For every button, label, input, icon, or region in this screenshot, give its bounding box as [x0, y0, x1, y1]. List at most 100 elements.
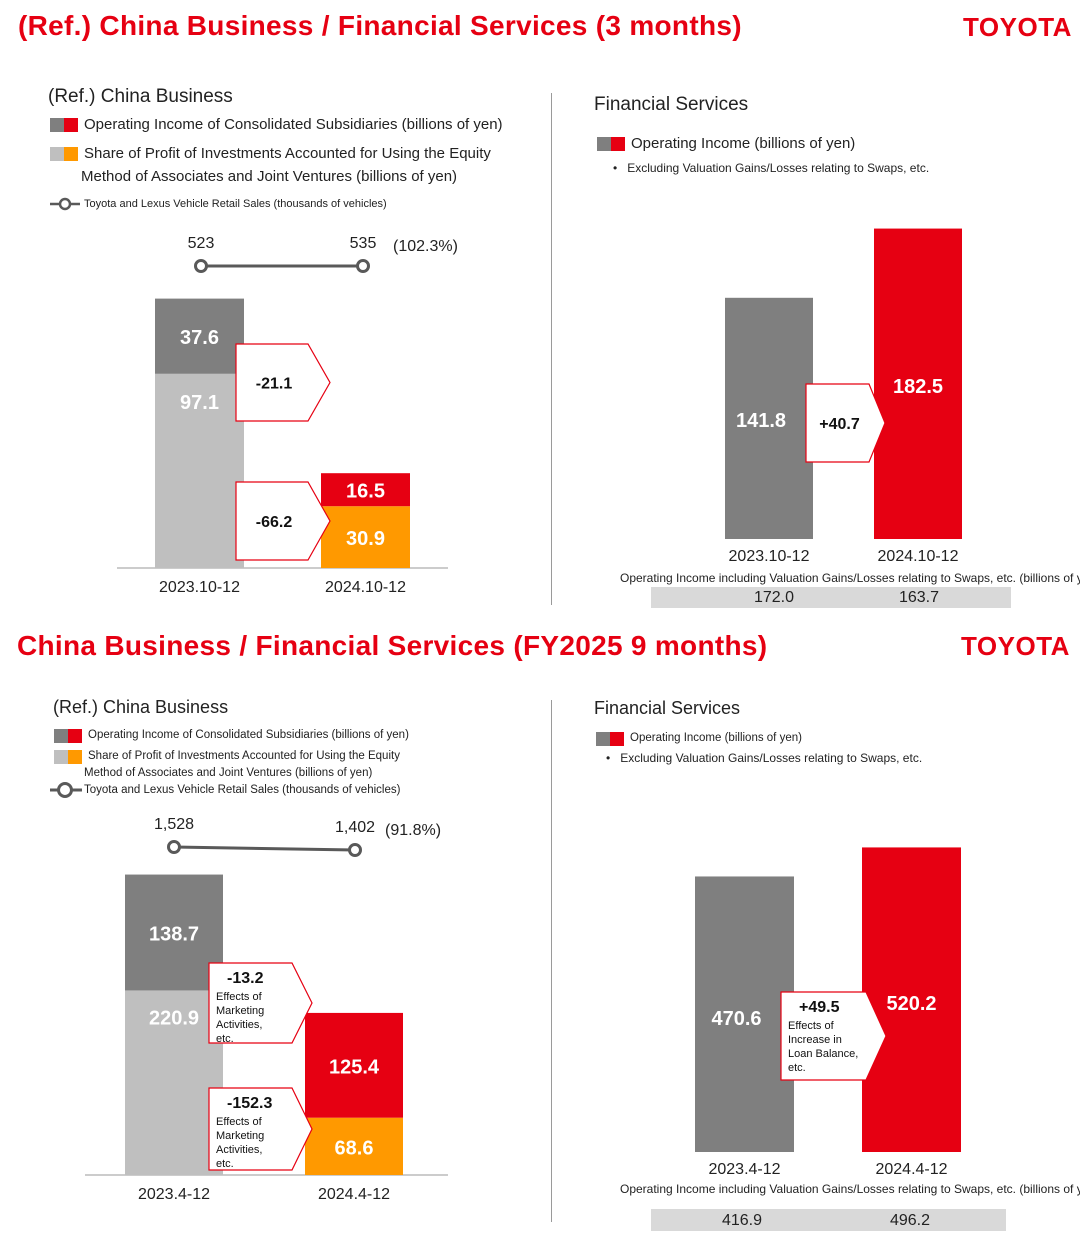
legend-label: Toyota and Lexus Vehicle Retail Sales (t…: [84, 784, 401, 796]
line-marker-icon: [50, 197, 80, 211]
bar-value-label: 470.6: [711, 1008, 761, 1030]
bar-operating-income: [725, 297, 813, 539]
bar-operating-income: [321, 473, 410, 507]
callout-arrow: [805, 383, 886, 463]
x-tick-label: 2023.4-12: [138, 1186, 210, 1203]
callout-arrow: [208, 962, 313, 1044]
retail-sales-point: [356, 259, 370, 273]
bar-equity-share: [305, 1117, 403, 1175]
callout-note: etc.: [216, 1158, 234, 1170]
bar-value-label: 182.5: [893, 376, 943, 398]
legend-label: Operating Income of Consolidated Subsidi…: [84, 116, 503, 133]
legend-label: Share of Profit of Investments Accounted…: [88, 750, 400, 762]
bar-operating-income: [695, 876, 794, 1152]
bar-value-label: 141.8: [736, 410, 786, 432]
legend-label: Operating Income of Consolidated Subsidi…: [88, 729, 409, 741]
legend-equity-share: Share of Profit of Investments Accounted…: [50, 145, 491, 162]
callout-arrow: [208, 1087, 313, 1171]
legend-retail-sales: Toyota and Lexus Vehicle Retail Sales (t…: [50, 781, 400, 799]
bar-value-label: 30.9: [346, 528, 385, 550]
callout-arrow: [235, 343, 331, 422]
swatch-gray-red: [596, 732, 624, 746]
callout-note: Effects of: [216, 991, 263, 1003]
retail-sales-line: [173, 845, 356, 852]
retail-sales-label: 1,402: [335, 819, 375, 836]
fs-table-cell: 172.0: [753, 589, 795, 606]
x-tick-label: 2023.4-12: [708, 1161, 780, 1178]
bar-value-label: 125.4: [329, 1056, 380, 1078]
bar-equity-share: [125, 990, 223, 1175]
line-marker-icon: [50, 782, 82, 798]
legend-fs-operating-income: Operating Income (billions of yen): [596, 732, 802, 746]
bar-value-label: 220.9: [149, 1008, 199, 1030]
bar-value-label: 138.7: [149, 923, 199, 945]
fs-table-cell: 496.2: [889, 1212, 931, 1229]
fs-table-cell: 416.9: [721, 1212, 763, 1229]
retail-sales-ratio: (102.3%): [393, 238, 458, 255]
swatch-gray-red: [54, 729, 82, 743]
retail-sales-point: [194, 259, 208, 273]
swatch-lightgray-orange: [54, 750, 82, 764]
fs-panel-title: Financial Services: [594, 698, 741, 718]
legend-label: Method of Associates and Joint Ventures …: [84, 767, 373, 779]
callout-note: Effects of: [788, 1020, 835, 1032]
legend-label: Operating Income (billions of yen): [630, 732, 802, 744]
retail-sales-label: 523: [188, 235, 215, 252]
legend-label: Operating Income (billions of yen): [631, 135, 856, 152]
bar-equity-share: [155, 373, 244, 568]
legend-operating-income: Operating Income of Consolidated Subsidi…: [50, 116, 503, 133]
bar-operating-income: [125, 874, 223, 991]
callout-note: Marketing: [216, 1130, 264, 1142]
callout-value: -13.2: [227, 970, 264, 987]
swatch-gray-red: [597, 137, 625, 151]
callout-arrow: [235, 481, 331, 561]
bar-equity-share: [321, 506, 410, 568]
x-tick-label: 2024.4-12: [875, 1161, 947, 1178]
legend-label: Toyota and Lexus Vehicle Retail Sales (t…: [84, 198, 387, 210]
china-panel-title: (Ref.) China Business: [48, 86, 233, 107]
retail-sales-point: [167, 840, 181, 854]
callout-value: +40.7: [819, 416, 860, 433]
toyota-logo: TOYOTA: [961, 631, 1070, 661]
slide-title-bottom: China Business / Financial Services (FY2…: [17, 630, 768, 661]
retail-sales-ratio: (91.8%): [385, 822, 441, 839]
callout-note: Effects of: [216, 1116, 263, 1128]
callout-note: etc.: [788, 1062, 806, 1074]
swatch-lightgray-orange: [50, 147, 78, 161]
x-tick-label: 2024.4-12: [318, 1186, 390, 1203]
legend-label: Method of Associates and Joint Ventures …: [81, 168, 458, 185]
fs-table-cell: 163.7: [898, 589, 940, 606]
legend-fs-operating-income: Operating Income (billions of yen): [597, 135, 855, 152]
legend-label: Share of Profit of Investments Accounted…: [84, 145, 491, 162]
bullet-text: Excluding Valuation Gains/Losses relatin…: [627, 161, 930, 175]
bar-value-label: 97.1: [180, 392, 219, 414]
panel-divider: [551, 93, 552, 605]
callout-note: Activities,: [216, 1144, 262, 1156]
bar-operating-income: [155, 298, 244, 374]
x-tick-label: 2023.10-12: [729, 548, 810, 565]
fs-table-row: [651, 1209, 1006, 1231]
panel-divider: [551, 700, 552, 1222]
bar-operating-income: [862, 847, 961, 1152]
china-panel-title: (Ref.) China Business: [53, 697, 229, 717]
bullet-text: Excluding Valuation Gains/Losses relatin…: [620, 751, 923, 765]
legend-equity-share: Share of Profit of Investments Accounted…: [54, 750, 400, 764]
callout-note: Increase in: [788, 1034, 842, 1046]
bar-value-label: 16.5: [346, 481, 385, 503]
fs-panel-title: Financial Services: [594, 94, 749, 115]
bar-operating-income: [305, 1012, 403, 1118]
fs-bullet-note: • Excluding Valuation Gains/Losses relat…: [613, 161, 930, 175]
callout-value: -152.3: [227, 1095, 272, 1112]
fs-table-note: Operating Income including Valuation Gai…: [620, 1182, 1080, 1196]
toyota-logo: TOYOTA: [963, 12, 1072, 42]
fs-bullet-note: • Excluding Valuation Gains/Losses relat…: [606, 751, 923, 765]
callout-note: etc.: [216, 1033, 234, 1045]
bar-value-label: 520.2: [886, 993, 936, 1015]
fs-table-note: Operating Income including Valuation Gai…: [620, 571, 1080, 585]
legend-equity-share-line2: Method of Associates and Joint Ventures …: [84, 767, 372, 779]
swatch-gray-red: [50, 118, 78, 132]
callout-value: +49.5: [799, 999, 840, 1016]
callout-note: Marketing: [216, 1005, 264, 1017]
legend-operating-income: Operating Income of Consolidated Subsidi…: [54, 729, 409, 743]
